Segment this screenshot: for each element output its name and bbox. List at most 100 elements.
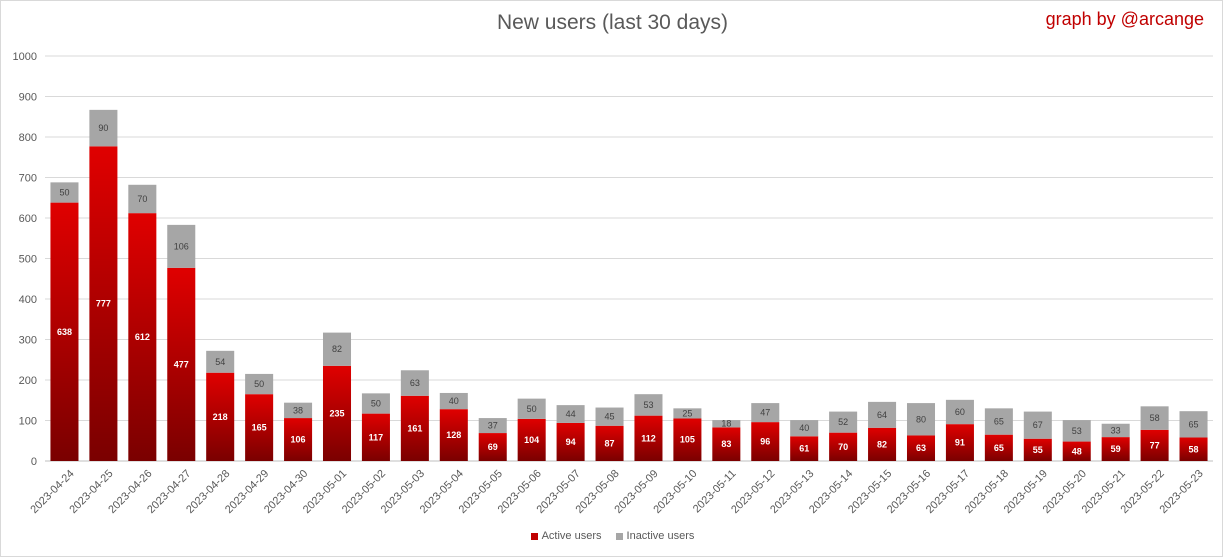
data-label-active: 477 xyxy=(174,359,189,369)
data-label-active: 55 xyxy=(1033,445,1043,455)
data-label-active: 235 xyxy=(329,408,344,418)
bar-active-users xyxy=(1062,441,1091,461)
bar-inactive-users xyxy=(1023,411,1052,439)
data-label-inactive: 70 xyxy=(137,194,147,204)
y-tick-label: 200 xyxy=(19,375,37,387)
data-label-inactive: 82 xyxy=(332,344,342,354)
bar-inactive-users xyxy=(89,109,118,147)
bar-inactive-users xyxy=(439,392,468,410)
bar-inactive-users xyxy=(206,350,235,373)
bar-inactive-users xyxy=(517,398,546,419)
data-label-inactive: 54 xyxy=(215,357,225,367)
data-label-inactive: 18 xyxy=(721,419,731,429)
y-tick-label: 300 xyxy=(19,335,37,347)
data-label-active: 82 xyxy=(877,439,887,449)
bar-active-users xyxy=(517,418,546,461)
data-label-inactive: 50 xyxy=(371,398,381,408)
bar-inactive-users xyxy=(673,408,702,419)
data-label-active: 94 xyxy=(566,437,576,447)
y-tick-label: 1000 xyxy=(13,51,37,63)
bar-active-users xyxy=(751,422,780,461)
data-label-active: 165 xyxy=(252,423,267,433)
data-label-active: 58 xyxy=(1189,444,1199,454)
data-label-active: 104 xyxy=(524,435,539,445)
legend-item-active: Active users xyxy=(530,530,602,542)
legend-label-active: Active users xyxy=(541,530,602,542)
bar-inactive-users xyxy=(829,411,858,433)
y-tick-label: 900 xyxy=(19,92,37,104)
data-label-active: 70 xyxy=(838,442,848,452)
bar-inactive-users xyxy=(245,373,274,395)
bar-inactive-users xyxy=(322,332,352,366)
data-label-active: 96 xyxy=(760,437,770,447)
data-label-inactive: 37 xyxy=(488,421,498,431)
y-tick-label: 400 xyxy=(19,294,37,306)
y-tick-label: 600 xyxy=(19,213,37,225)
bar-inactive-users xyxy=(361,393,390,414)
data-label-active: 65 xyxy=(994,443,1004,453)
bar-inactive-users xyxy=(1140,406,1169,430)
data-label-active: 777 xyxy=(96,299,111,309)
data-label-active: 69 xyxy=(488,442,498,452)
data-label-inactive: 53 xyxy=(1072,426,1082,436)
data-label-inactive: 63 xyxy=(410,378,420,388)
data-label-active: 61 xyxy=(799,444,809,454)
data-label-active: 161 xyxy=(407,423,422,433)
bar-active-users xyxy=(634,415,663,461)
bar-active-users xyxy=(1179,437,1208,461)
data-label-inactive: 44 xyxy=(566,409,576,419)
bar-inactive-users xyxy=(50,182,79,203)
bar-inactive-users xyxy=(478,418,507,434)
bar-active-users xyxy=(439,409,468,461)
data-label-inactive: 67 xyxy=(1033,420,1043,430)
bar-active-users xyxy=(712,427,741,461)
bar-inactive-users xyxy=(751,403,780,423)
data-label-active: 105 xyxy=(680,435,695,445)
data-label-inactive: 50 xyxy=(254,379,264,389)
data-label-active: 128 xyxy=(446,430,461,440)
bar-active-users xyxy=(245,394,274,461)
data-label-inactive: 38 xyxy=(293,405,303,415)
data-label-active: 612 xyxy=(135,332,150,342)
data-label-active: 106 xyxy=(291,435,306,445)
bar-active-users xyxy=(206,372,235,461)
data-label-active: 638 xyxy=(57,327,72,337)
data-label-inactive: 40 xyxy=(799,423,809,433)
data-label-inactive: 50 xyxy=(527,404,537,414)
bar-active-users xyxy=(128,213,157,461)
y-tick-label: 100 xyxy=(19,416,37,428)
bar-inactive-users xyxy=(1062,420,1091,442)
data-label-inactive: 80 xyxy=(916,414,926,424)
bar-active-users xyxy=(790,436,819,461)
bar-active-users xyxy=(1101,437,1130,461)
data-label-inactive: 106 xyxy=(174,241,189,251)
data-label-inactive: 40 xyxy=(449,396,459,406)
bar-active-users xyxy=(478,433,507,461)
chart-legend: Active users Inactive users xyxy=(1,530,1223,542)
bar-inactive-users xyxy=(400,370,429,396)
bar-inactive-users xyxy=(1179,411,1208,438)
bar-inactive-users xyxy=(595,407,624,426)
legend-swatch-inactive xyxy=(615,532,623,540)
bar-active-users xyxy=(167,267,196,461)
bar-inactive-users xyxy=(790,420,819,437)
legend-label-inactive: Inactive users xyxy=(626,530,695,542)
bar-inactive-users xyxy=(634,394,663,416)
data-label-inactive: 47 xyxy=(760,408,770,418)
bar-active-users xyxy=(361,413,390,461)
data-label-inactive: 64 xyxy=(877,410,887,420)
data-label-inactive: 52 xyxy=(838,417,848,427)
bar-inactive-users xyxy=(556,405,585,423)
bar-active-users xyxy=(673,418,702,461)
bar-active-users xyxy=(984,434,1013,461)
data-label-inactive: 33 xyxy=(1111,425,1121,435)
bar-active-users xyxy=(945,424,974,461)
data-label-active: 48 xyxy=(1072,446,1082,456)
data-label-inactive: 45 xyxy=(605,412,615,422)
data-label-inactive: 50 xyxy=(59,187,69,197)
bar-inactive-users xyxy=(712,420,741,428)
bar-active-users xyxy=(906,435,936,461)
bar-inactive-users xyxy=(1101,423,1130,438)
